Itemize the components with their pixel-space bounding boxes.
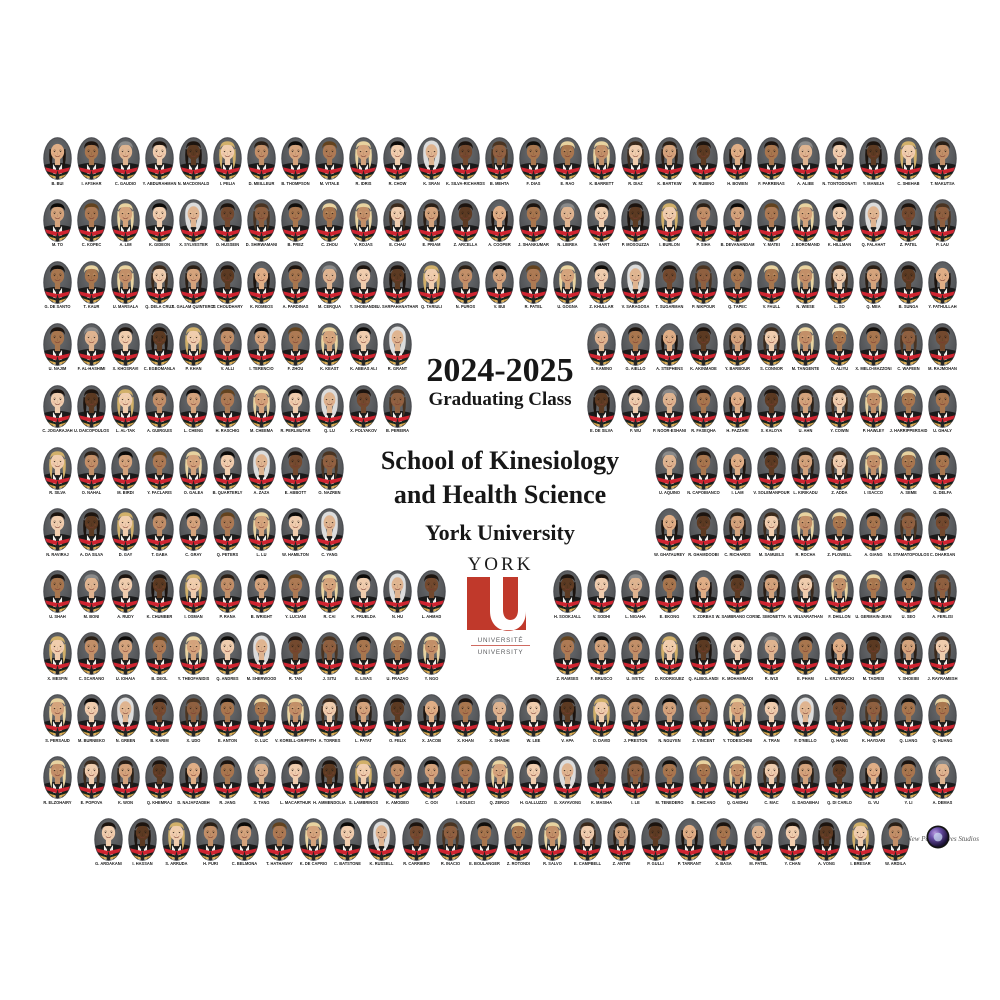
svg-text:UNIVERSITÉ: UNIVERSITÉ — [478, 635, 524, 644]
svg-text:YORK: YORK — [468, 554, 534, 575]
svg-text:UNIVERSITY: UNIVERSITY — [478, 649, 524, 656]
